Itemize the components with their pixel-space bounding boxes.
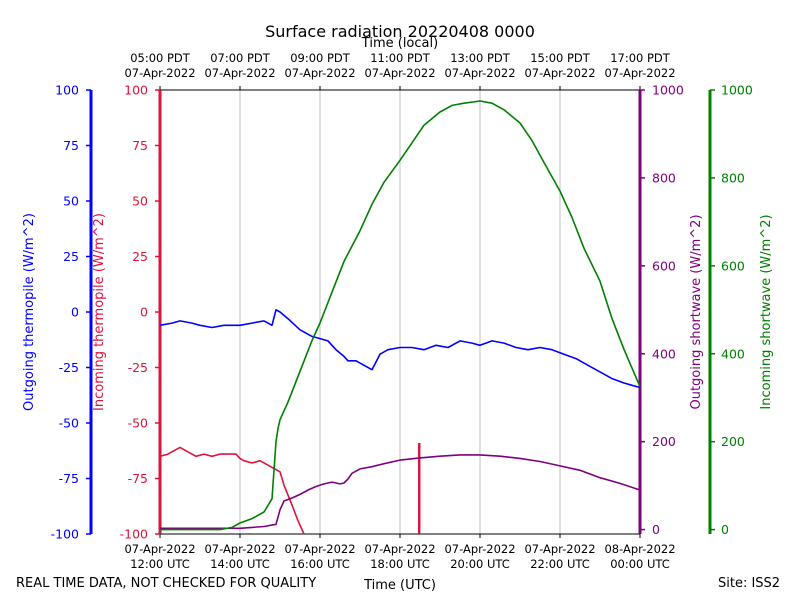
top-axis-label: Time (local) <box>361 36 438 51</box>
bottom-tick-label-date-5: 07-Apr-2022 <box>524 542 595 556</box>
bottom-tick-label-time-4: 20:00 UTC <box>450 557 510 571</box>
chart-title: Surface radiation 20220408 0000 <box>265 22 535 41</box>
bottom-tick-label-time-3: 18:00 UTC <box>370 557 430 571</box>
incoming-thermopile-axis-label: Incoming thermopile (W/m^2) <box>92 213 107 411</box>
incoming-thermopile-tick-label-7: 75 <box>132 138 148 153</box>
incoming-shortwave-tick-label-3: 600 <box>721 258 745 273</box>
incoming-shortwave-axis-label: Incoming shortwave (W/m^2) <box>759 214 774 409</box>
incoming-thermopile-tick-label-5: 25 <box>132 249 148 264</box>
top-tick-label-time-6: 17:00 PDT <box>610 51 671 65</box>
bottom-tick-label-time-0: 12:00 UTC <box>130 557 190 571</box>
incoming-thermopile-tick-label-3: -25 <box>128 360 148 375</box>
bottom-tick-label-date-6: 08-Apr-2022 <box>604 542 675 556</box>
incoming-thermopile-tick-label-0: -100 <box>120 527 148 542</box>
x-axis-label: Time (UTC) <box>363 578 436 593</box>
incoming-thermopile-tick-label-8: 100 <box>124 83 148 98</box>
top-tick-label-time-0: 05:00 PDT <box>130 51 191 65</box>
series-incoming-thermopile <box>159 446 305 535</box>
site-label: Site: ISS2 <box>718 576 781 591</box>
incoming-shortwave-tick-label-5: 1000 <box>721 83 753 98</box>
series-outgoing-shortwave <box>160 454 641 530</box>
outgoing-shortwave-tick-label-3: 600 <box>652 258 676 273</box>
bottom-tick-label-date-1: 07-Apr-2022 <box>204 542 275 556</box>
bottom-tick-label-date-0: 07-Apr-2022 <box>124 542 195 556</box>
outgoing-thermopile-tick-label-1: -75 <box>59 471 79 486</box>
outgoing-thermopile-tick-label-8: 100 <box>55 83 79 98</box>
quality-note: REAL TIME DATA, NOT CHECKED FOR QUALITY <box>16 576 317 591</box>
outgoing-shortwave-tick-label-4: 800 <box>652 170 676 185</box>
incoming-shortwave-tick-label-2: 400 <box>721 346 745 361</box>
outgoing-thermopile-tick-label-3: -25 <box>59 360 79 375</box>
outgoing-shortwave-tick-label-0: 0 <box>652 522 660 537</box>
outgoing-thermopile-tick-label-0: -100 <box>51 527 79 542</box>
series-outgoing-thermopile <box>159 308 641 389</box>
outgoing-thermopile-tick-label-2: -50 <box>59 416 79 431</box>
outgoing-shortwave-tick-label-2: 400 <box>652 346 676 361</box>
top-tick-label-time-5: 15:00 PDT <box>530 51 591 65</box>
top-tick-label-date-4: 07-Apr-2022 <box>444 66 515 80</box>
top-tick-label-date-6: 07-Apr-2022 <box>604 66 675 80</box>
incoming-thermopile-tick-label-4: 0 <box>140 305 148 320</box>
incoming-thermopile-tick-label-6: 50 <box>132 194 148 209</box>
bottom-tick-label-date-4: 07-Apr-2022 <box>444 542 515 556</box>
incoming-thermopile-tick-label-2: -50 <box>128 416 148 431</box>
bottom-tick-label-date-2: 07-Apr-2022 <box>284 542 355 556</box>
bottom-tick-label-time-2: 16:00 UTC <box>290 557 350 571</box>
incoming-shortwave-tick-label-4: 800 <box>721 170 745 185</box>
bottom-tick-label-time-1: 14:00 UTC <box>210 557 270 571</box>
bottom-tick-label-time-6: 00:00 UTC <box>610 557 670 571</box>
top-tick-label-time-3: 11:00 PDT <box>370 51 431 65</box>
top-tick-label-date-0: 07-Apr-2022 <box>124 66 195 80</box>
outgoing-shortwave-tick-label-1: 200 <box>652 434 676 449</box>
outgoing-thermopile-tick-label-6: 50 <box>63 194 79 209</box>
top-tick-label-time-1: 07:00 PDT <box>210 51 271 65</box>
incoming-shortwave-tick-label-1: 200 <box>721 434 745 449</box>
top-tick-label-time-4: 13:00 PDT <box>450 51 511 65</box>
outgoing-thermopile-tick-label-5: 25 <box>63 249 79 264</box>
bottom-tick-label-date-3: 07-Apr-2022 <box>364 542 435 556</box>
bottom-tick-label-time-5: 22:00 UTC <box>530 557 590 571</box>
top-tick-label-date-5: 07-Apr-2022 <box>524 66 595 80</box>
outgoing-shortwave-axis-label: Outgoing shortwave (W/m^2) <box>689 214 704 409</box>
top-tick-label-date-2: 07-Apr-2022 <box>284 66 355 80</box>
series-incoming-shortwave <box>160 100 641 531</box>
outgoing-shortwave-tick-label-5: 1000 <box>652 83 684 98</box>
top-tick-label-date-3: 07-Apr-2022 <box>364 66 435 80</box>
incoming-thermopile-tick-label-1: -75 <box>128 471 148 486</box>
incoming-shortwave-tick-label-0: 0 <box>721 522 729 537</box>
outgoing-thermopile-axis-label: Outgoing thermopile (W/m^2) <box>22 213 37 411</box>
outgoing-thermopile-tick-label-7: 75 <box>63 138 79 153</box>
top-tick-label-time-2: 09:00 PDT <box>290 51 351 65</box>
outgoing-thermopile-tick-label-4: 0 <box>71 305 79 320</box>
top-tick-label-date-1: 07-Apr-2022 <box>204 66 275 80</box>
